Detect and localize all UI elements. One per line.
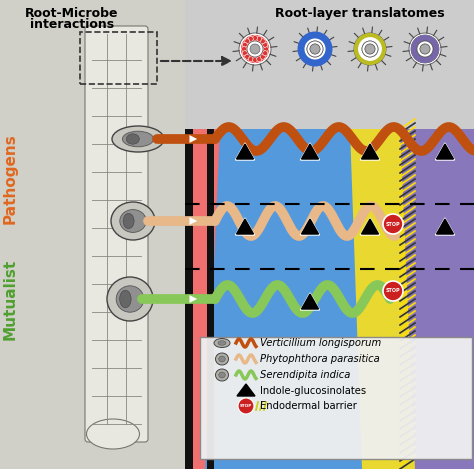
Circle shape — [248, 36, 253, 41]
FancyBboxPatch shape — [200, 337, 472, 459]
Circle shape — [411, 35, 439, 63]
Circle shape — [238, 398, 254, 414]
Circle shape — [260, 54, 265, 59]
Text: Root-Microbe: Root-Microbe — [25, 7, 119, 20]
Ellipse shape — [126, 134, 139, 144]
Circle shape — [260, 39, 265, 44]
Ellipse shape — [111, 202, 155, 240]
FancyBboxPatch shape — [185, 129, 474, 469]
Polygon shape — [237, 144, 254, 159]
Polygon shape — [437, 219, 454, 234]
Circle shape — [250, 44, 260, 54]
Polygon shape — [362, 219, 379, 234]
Circle shape — [245, 54, 250, 59]
Polygon shape — [195, 129, 370, 469]
Circle shape — [241, 35, 269, 63]
Text: Verticillium longisporum: Verticillium longisporum — [260, 338, 381, 348]
Ellipse shape — [119, 290, 131, 308]
Polygon shape — [437, 144, 454, 159]
Circle shape — [417, 41, 433, 57]
Circle shape — [242, 51, 247, 56]
Circle shape — [362, 41, 378, 57]
Circle shape — [263, 42, 268, 47]
Polygon shape — [237, 384, 255, 396]
Circle shape — [365, 44, 375, 54]
FancyBboxPatch shape — [0, 0, 185, 469]
Circle shape — [253, 58, 257, 62]
Ellipse shape — [219, 372, 225, 378]
Text: Endodermal barrier: Endodermal barrier — [260, 401, 357, 411]
Polygon shape — [237, 219, 254, 234]
Circle shape — [354, 33, 386, 65]
Ellipse shape — [123, 213, 134, 228]
Text: interactions: interactions — [30, 18, 114, 31]
Circle shape — [409, 33, 441, 65]
Circle shape — [301, 35, 329, 63]
Ellipse shape — [216, 353, 228, 365]
Ellipse shape — [214, 339, 230, 348]
Circle shape — [257, 57, 262, 61]
Polygon shape — [301, 294, 319, 309]
Ellipse shape — [116, 286, 144, 312]
Text: Phytophthora parasitica: Phytophthora parasitica — [260, 354, 380, 364]
FancyBboxPatch shape — [185, 129, 193, 469]
Circle shape — [239, 33, 271, 65]
Circle shape — [356, 35, 384, 63]
Circle shape — [301, 35, 329, 63]
FancyBboxPatch shape — [85, 26, 148, 442]
Polygon shape — [350, 129, 415, 469]
Circle shape — [307, 41, 323, 57]
Circle shape — [263, 51, 268, 56]
Circle shape — [257, 36, 262, 41]
Circle shape — [242, 42, 247, 47]
Text: STOP: STOP — [386, 221, 401, 227]
Ellipse shape — [107, 277, 153, 321]
Text: STOP: STOP — [240, 404, 252, 408]
Ellipse shape — [219, 356, 225, 362]
Text: Mutualist: Mutualist — [2, 258, 18, 340]
Circle shape — [245, 39, 250, 44]
Polygon shape — [185, 129, 220, 469]
Ellipse shape — [120, 210, 146, 233]
Ellipse shape — [216, 369, 228, 381]
Circle shape — [365, 44, 375, 54]
Circle shape — [264, 46, 268, 52]
Circle shape — [362, 41, 378, 57]
Text: STOP: STOP — [386, 288, 401, 294]
Circle shape — [307, 41, 323, 57]
FancyBboxPatch shape — [207, 129, 214, 469]
Text: Indole-glucosinolates: Indole-glucosinolates — [260, 386, 366, 396]
Circle shape — [241, 46, 246, 52]
Ellipse shape — [122, 131, 154, 147]
Circle shape — [310, 44, 320, 54]
Circle shape — [383, 214, 403, 234]
Circle shape — [253, 36, 257, 40]
Ellipse shape — [112, 126, 164, 152]
Text: Pathogens: Pathogens — [2, 134, 18, 224]
Polygon shape — [362, 144, 379, 159]
Circle shape — [417, 41, 433, 57]
Circle shape — [310, 44, 320, 54]
Circle shape — [411, 35, 439, 63]
Circle shape — [299, 33, 331, 65]
Circle shape — [411, 35, 439, 63]
Circle shape — [248, 57, 253, 61]
Text: Root-layer translatomes: Root-layer translatomes — [275, 7, 445, 20]
Circle shape — [420, 44, 430, 54]
Circle shape — [383, 281, 403, 301]
Circle shape — [247, 41, 263, 57]
Circle shape — [420, 44, 430, 54]
Circle shape — [356, 35, 384, 63]
Polygon shape — [301, 144, 319, 159]
Polygon shape — [301, 219, 319, 234]
Ellipse shape — [218, 341, 226, 345]
Text: Serendipita indica: Serendipita indica — [260, 370, 350, 380]
Ellipse shape — [86, 419, 139, 449]
